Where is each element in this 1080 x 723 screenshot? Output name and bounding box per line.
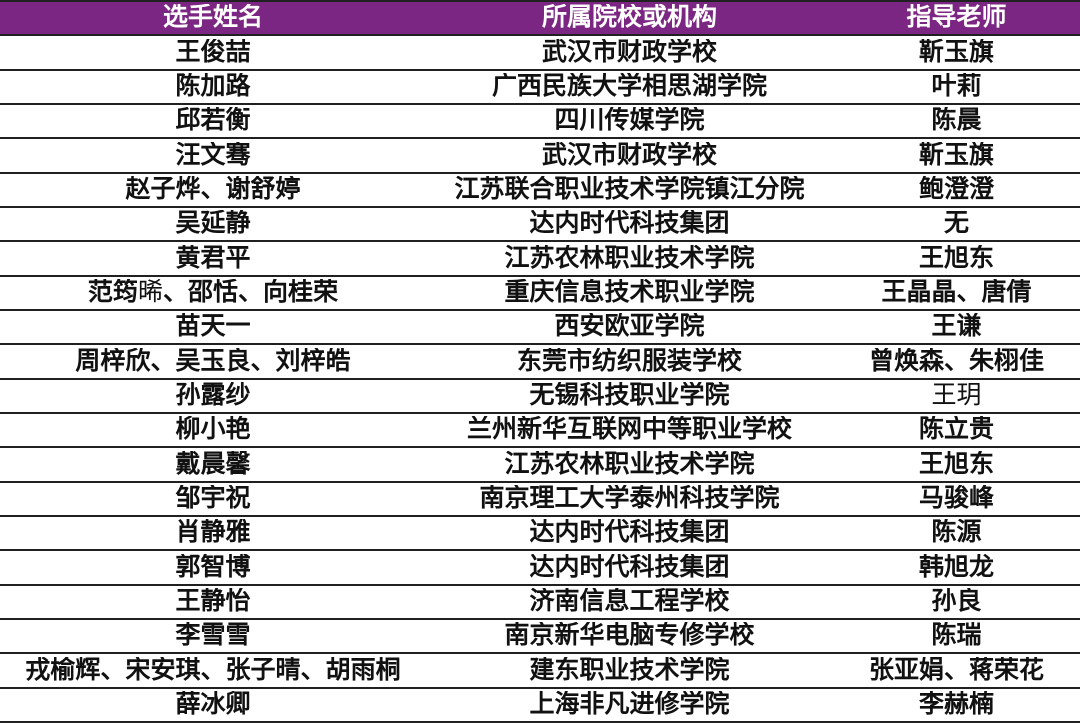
school-cell: 上海非凡进修学院: [529, 690, 730, 718]
player-name-cell: 赵子烨、谢舒婷: [125, 176, 301, 204]
player-name-cell: 邹宇祝: [175, 485, 251, 512]
school-cell: 广西民族大学相思湖学院: [491, 73, 767, 101]
school-cell: 达内时代科技集团: [529, 210, 730, 238]
player-name-cell: 戎榆辉、宋安琪、张子晴、胡雨桐: [25, 656, 401, 684]
table-row: 薛冰卿 上海非凡进修学院 李赫楠: [0, 688, 1080, 723]
player-name-cell: 肖静雅: [175, 519, 251, 547]
column-header-school: 所属院校或机构: [541, 4, 717, 32]
teacher-cell: 王晶晶、唐倩: [881, 279, 1032, 307]
table-row: 邱若衡 四川传媒学院 陈晨: [0, 104, 1080, 140]
player-name-cell: 黄君平: [175, 244, 251, 272]
table-row: 肖静雅 达内时代科技集团 陈源: [0, 516, 1080, 552]
teacher-cell: 韩旭龙: [918, 553, 994, 581]
school-cell: 重庆信息技术职业学院: [504, 279, 755, 307]
school-cell: 东莞市纺织服装学校: [516, 347, 742, 375]
player-name-cell: 孙露纱: [175, 382, 251, 410]
teacher-cell: 曾焕森、朱栩佳: [868, 347, 1044, 375]
table-row: 孙露纱 无锡科技职业学院 王玥: [0, 379, 1080, 414]
school-cell: 南京新华电脑专修学校: [504, 622, 755, 650]
school-cell: 西安欧亚学院: [554, 313, 705, 341]
table-row: 陈加路 广西民族大学相思湖学院 叶莉: [0, 70, 1080, 105]
player-name-cell: 郭智博: [175, 553, 251, 581]
table-row: 戴晨馨 江苏农林职业技术学院 王旭东: [0, 448, 1080, 483]
teacher-cell: 靳玉旗: [918, 141, 994, 169]
player-name-cell: 范筠晞、邵恬、向桂荣: [87, 279, 339, 307]
school-cell: 兰州新华互联网中等职业学校: [466, 416, 792, 444]
table-row: 黄君平 江苏农林职业技术学院 王旭东: [0, 242, 1080, 277]
school-cell: 武汉市财政学校: [541, 38, 717, 66]
school-cell: 武汉市财政学校: [541, 141, 717, 169]
table-header-row: 选手姓名 所属院校或机构 指导老师: [0, 0, 1080, 37]
school-cell: 无锡科技职业学院: [529, 382, 730, 410]
player-name-cell: 薛冰卿: [175, 690, 251, 718]
teacher-cell: 陈瑞: [931, 622, 982, 650]
table-row: 周梓欣、吴玉良、刘梓皓 东莞市纺织服装学校 曾焕森、朱栩佳: [0, 345, 1080, 380]
school-cell: 江苏农林职业技术学院: [504, 450, 755, 478]
player-name-cell: 邱若衡: [175, 107, 251, 135]
table-row: 邹宇祝 南京理工大学泰州科技学院 马骏峰: [0, 482, 1080, 517]
teacher-cell: 靳玉旗: [918, 38, 994, 66]
school-cell: 达内时代科技集团: [529, 553, 730, 581]
school-cell: 四川传媒学院: [554, 107, 705, 135]
teacher-cell: 陈晨: [931, 107, 982, 135]
table-row: 范筠晞、邵恬、向桂荣 重庆信息技术职业学院 王晶晶、唐倩: [0, 276, 1080, 311]
teacher-cell: 叶莉: [931, 73, 982, 101]
teacher-cell: 王旭东: [918, 244, 994, 272]
table-row: 王静怡 济南信息工程学校 孙良: [0, 585, 1080, 620]
player-name-cell: 周梓欣、吴玉良、刘梓皓: [75, 347, 351, 375]
player-name-cell: 李雪雪: [175, 622, 251, 650]
player-name-cell: 苗天一: [175, 313, 251, 341]
table-row: 戎榆辉、宋安琪、张子晴、胡雨桐 建东职业技术学院 张亚娟、蒋荣花: [0, 654, 1080, 689]
table-row: 郭智博 达内时代科技集团 韩旭龙: [0, 551, 1080, 586]
school-cell: 济南信息工程学校: [529, 587, 730, 615]
teacher-cell: 王谦: [931, 313, 982, 341]
player-name-cell: 吴延静: [175, 210, 251, 238]
player-name-cell: 戴晨馨: [175, 450, 251, 478]
teacher-cell: 张亚娟、蒋荣花: [868, 656, 1044, 684]
player-name-cell: 王俊喆: [175, 38, 251, 66]
school-cell: 江苏农林职业技术学院: [504, 244, 755, 272]
fallback-font-glyph: 晞: [137, 279, 163, 307]
table-row: 柳小艳 兰州新华互联网中等职业学校 陈立贵: [0, 413, 1080, 449]
column-header-player-name: 选手姓名: [162, 4, 263, 32]
teacher-cell: 孙良: [931, 587, 982, 615]
teacher-cell: 陈立贵: [918, 416, 994, 444]
player-name-cell: 王静怡: [175, 587, 251, 615]
table-row: 李雪雪 南京新华电脑专修学校 陈瑞: [0, 619, 1080, 655]
table-row: 汪文骞 武汉市财政学校 靳玉旗: [0, 139, 1080, 174]
player-name-cell: 陈加路: [175, 73, 251, 101]
teacher-cell: 王玥: [931, 382, 982, 410]
teacher-cell: 马骏峰: [918, 485, 994, 512]
teacher-cell: 陈源: [931, 519, 982, 547]
table-row: 苗天一 西安欧亚学院 王谦: [0, 310, 1080, 346]
table-row: 王俊喆 武汉市财政学校 靳玉旗: [0, 36, 1080, 71]
player-name-cell: 汪文骞: [175, 141, 251, 169]
teacher-cell: 鲍澄澄: [918, 176, 994, 204]
teacher-cell: 王旭东: [918, 450, 994, 478]
column-header-teacher: 指导老师: [906, 4, 1007, 32]
teacher-cell: 李赫楠: [918, 690, 994, 718]
teacher-cell: 无: [943, 210, 969, 238]
school-cell: 建东职业技术学院: [529, 656, 730, 684]
school-cell: 江苏联合职业技术学院镇江分院: [454, 176, 805, 204]
player-name-cell: 柳小艳: [175, 416, 251, 444]
school-cell: 达内时代科技集团: [529, 519, 730, 547]
table-row: 吴延静 达内时代科技集团 无: [0, 207, 1080, 243]
table-row: 赵子烨、谢舒婷 江苏联合职业技术学院镇江分院 鲍澄澄: [0, 173, 1080, 208]
school-cell: 南京理工大学泰州科技学院: [479, 485, 780, 512]
